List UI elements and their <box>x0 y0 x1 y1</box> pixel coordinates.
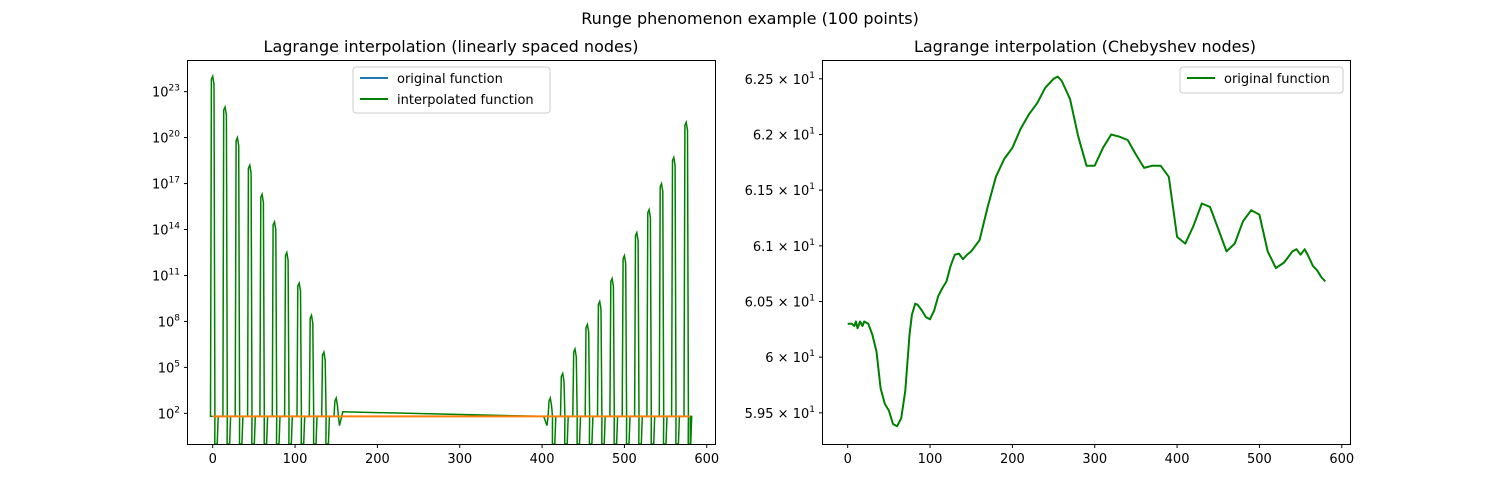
x-tick-label: 400 <box>530 452 555 467</box>
x-tick-label: 0 <box>844 452 852 467</box>
chebyshev-function-line <box>847 75 1327 428</box>
y-tick-mantissa: 5.95 × <box>745 407 793 422</box>
y-tick-label: 6.1 × 101 <box>753 238 815 255</box>
x-tick-label: 300 <box>447 452 472 467</box>
y-tick-exponent: 2 <box>174 405 180 415</box>
y-tick-exponent: 11 <box>169 267 180 277</box>
left-legend-label-interpolated: interpolated function <box>397 93 534 108</box>
x-tick-label: 100 <box>283 452 308 467</box>
y-tick-label: 5.95 × 101 <box>745 405 815 422</box>
y-tick-base: 10 <box>793 351 810 366</box>
y-tick-base: 10 <box>793 407 810 422</box>
y-tick-mantissa: 6 × <box>765 351 792 366</box>
y-tick-exponent: 23 <box>169 84 180 94</box>
y-tick-label: 1017 <box>152 176 180 193</box>
right-legend-label-original: original function <box>1224 72 1330 87</box>
y-tick-label: 1020 <box>152 130 180 147</box>
left-x-axis: 0 100 200 300 400 500 600 <box>209 444 719 467</box>
y-tick-base: 10 <box>158 361 175 376</box>
y-tick-mantissa: 6.15 × <box>745 184 793 199</box>
y-tick-exponent: 20 <box>169 130 181 140</box>
y-tick-exponent: 17 <box>169 176 180 186</box>
y-tick-label: 6.05 × 101 <box>745 293 815 310</box>
y-tick-label: 102 <box>158 405 180 422</box>
left-legend: original function interpolated function <box>352 66 551 114</box>
y-tick-label: 6.15 × 101 <box>745 182 815 199</box>
x-tick-label: 0 <box>209 452 217 467</box>
y-tick-exponent: 14 <box>169 222 181 232</box>
x-tick-label: 200 <box>1000 452 1025 467</box>
right-legend-box <box>1179 66 1344 94</box>
x-tick-label: 400 <box>1165 452 1190 467</box>
y-tick-exponent: 1 <box>809 182 815 192</box>
right-panel-title: Lagrange interpolation (Chebyshev nodes) <box>914 37 1256 56</box>
left-plot-area <box>209 73 693 445</box>
y-tick-base: 10 <box>793 240 810 255</box>
left-legend-label-original: original function <box>397 72 503 87</box>
y-tick-exponent: 1 <box>809 293 815 303</box>
x-tick-label: 500 <box>612 452 637 467</box>
y-tick-exponent: 1 <box>809 126 815 136</box>
y-tick-exponent: 1 <box>809 405 815 415</box>
left-panel-title: Lagrange interpolation (linearly spaced … <box>264 37 639 56</box>
y-tick-mantissa: 6.05 × <box>745 295 793 310</box>
y-tick-exponent: 8 <box>174 313 180 323</box>
left-axes-frame <box>187 60 716 445</box>
x-tick-label: 100 <box>918 452 943 467</box>
left-panel: Lagrange interpolation (linearly spaced … <box>152 37 719 467</box>
right-panel: Lagrange interpolation (Chebyshev nodes)… <box>745 37 1355 467</box>
interpolated-function-line <box>209 73 693 445</box>
y-tick-mantissa: 6.1 × <box>753 240 793 255</box>
x-tick-label: 200 <box>365 452 390 467</box>
y-tick-label: 6.2 × 101 <box>753 126 815 143</box>
right-plot-area <box>847 75 1327 428</box>
y-tick-label: 1023 <box>152 84 180 101</box>
figure-title: Runge phenomenon example (100 points) <box>581 9 919 28</box>
y-tick-exponent: 1 <box>809 349 815 359</box>
y-tick-exponent: 5 <box>174 359 180 369</box>
y-tick-base: 10 <box>152 132 169 147</box>
y-tick-base: 10 <box>152 178 169 193</box>
y-tick-label: 1014 <box>152 222 180 239</box>
y-tick-base: 10 <box>152 86 169 101</box>
x-tick-label: 600 <box>1329 452 1354 467</box>
y-tick-base: 10 <box>793 184 810 199</box>
y-tick-base: 10 <box>152 224 169 239</box>
y-tick-base: 10 <box>793 295 810 310</box>
y-tick-base: 10 <box>158 315 175 330</box>
right-x-axis: 0 100 200 300 400 500 600 <box>844 444 1354 467</box>
y-tick-base: 10 <box>793 73 810 88</box>
y-tick-base: 10 <box>152 269 169 284</box>
y-tick-label: 6 × 101 <box>765 349 815 366</box>
y-tick-exponent: 1 <box>809 71 815 81</box>
y-tick-label: 105 <box>158 359 180 376</box>
x-tick-label: 300 <box>1082 452 1107 467</box>
right-axes-frame <box>822 60 1351 445</box>
x-tick-label: 500 <box>1247 452 1272 467</box>
y-tick-exponent: 1 <box>809 238 815 248</box>
y-tick-mantissa: 6.25 × <box>745 73 793 88</box>
right-legend: original function <box>1179 66 1344 94</box>
y-tick-base: 10 <box>793 128 810 143</box>
y-tick-label: 108 <box>158 313 181 330</box>
y-tick-label: 6.25 × 101 <box>745 71 815 88</box>
y-tick-mantissa: 6.2 × <box>753 128 793 143</box>
left-legend-box <box>352 66 551 114</box>
x-tick-label: 600 <box>694 452 719 467</box>
y-tick-label: 1011 <box>152 267 180 284</box>
y-tick-base: 10 <box>158 407 175 422</box>
